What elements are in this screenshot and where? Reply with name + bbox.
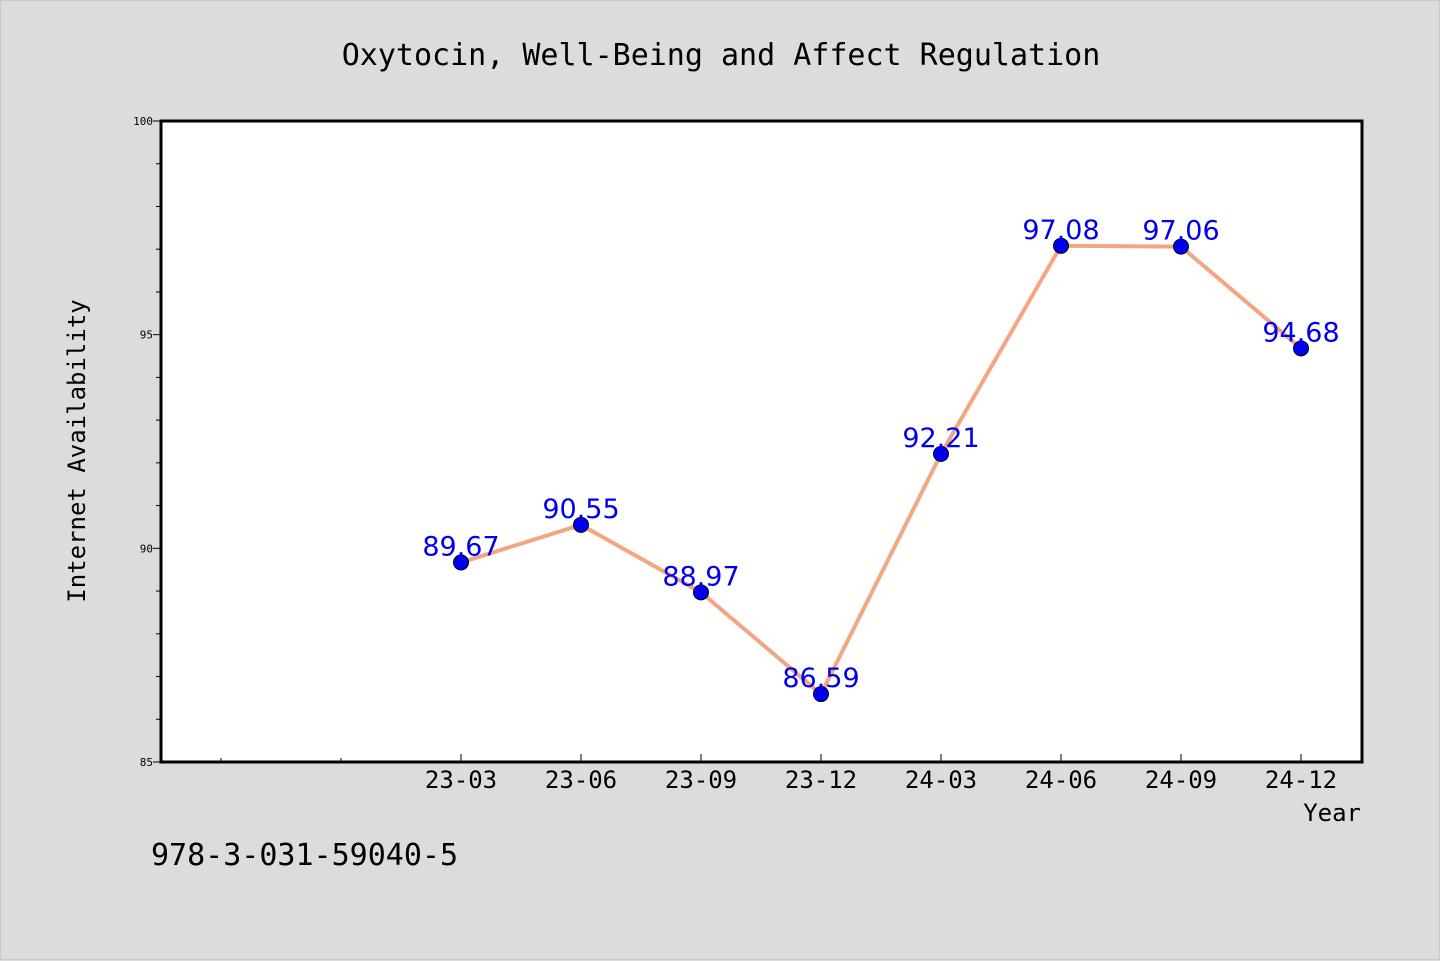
series-group: 89.67 90.55 88.97 86.59 92.21 97.08 97.06 94.68 [422, 215, 1340, 703]
x-tick-label: 24-06 [1025, 766, 1097, 794]
data-label: 92.21 [902, 423, 979, 454]
data-point [933, 445, 949, 462]
x-tick-label: 23-12 [785, 766, 857, 794]
plot-area [159, 119, 1364, 764]
footer-code: 978-3-031-59040-5 [151, 838, 458, 873]
data-point [573, 516, 589, 533]
x-tick-label: 23-09 [665, 766, 737, 794]
y-axis-label: Internet Availability [63, 299, 91, 602]
y-tick-label: 90 [140, 542, 153, 555]
data-label: 97.08 [1022, 215, 1099, 246]
data-label: 90.55 [542, 494, 619, 525]
data-label: 88.97 [662, 561, 739, 592]
x-tick-label: 24-12 [1265, 766, 1337, 794]
x-tick-label: 24-09 [1145, 766, 1217, 794]
x-tick-label: 23-03 [425, 766, 497, 794]
data-label: 86.59 [782, 663, 859, 694]
x-axis: 23-03 23-06 23-09 23-12 24-03 24-06 24-09 24-12 [220, 754, 1337, 794]
data-point [1293, 340, 1309, 357]
x-tick-label: 23-06 [545, 766, 617, 794]
data-label: 89.67 [422, 531, 499, 562]
data-point [1173, 238, 1189, 255]
y-tick-label: 100 [133, 115, 153, 128]
data-point [453, 554, 469, 571]
series-line [460, 243, 1303, 697]
y-axis: 85 90 95 100 [133, 115, 161, 769]
x-axis-label: Year [1303, 799, 1361, 827]
y-tick-label: 95 [140, 329, 153, 342]
data-label: 94.68 [1262, 317, 1339, 348]
x-tick-label: 24-03 [905, 766, 977, 794]
chart-title: Oxytocin, Well-Being and Affect Regulati… [342, 38, 1101, 73]
data-label: 97.06 [1142, 216, 1219, 247]
data-point [693, 584, 709, 601]
data-point [1053, 237, 1069, 254]
y-tick-label: 85 [140, 756, 153, 769]
data-point [813, 686, 829, 703]
